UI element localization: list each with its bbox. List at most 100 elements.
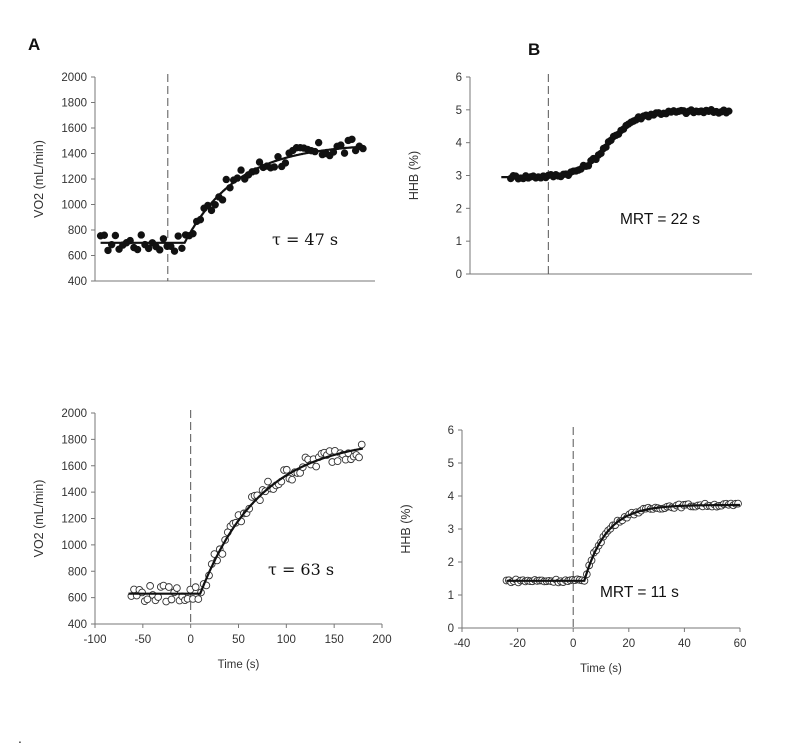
x-tick-label: 0 [187,634,193,646]
data-point [355,453,363,462]
data-point [156,246,164,254]
data-point [144,244,153,253]
y-tick-label: 3 [456,171,462,183]
fit-curve [128,447,364,595]
chart-b-bottom: 0 1 2 3 4 5 6 -40 -20 0 20 40 60 HHB (%) Time (s) MRT =… [399,425,746,675]
fit-curve [506,503,740,582]
data-point [143,595,152,604]
data-point [357,440,366,449]
data-point [104,246,112,255]
panel-label-a: A [28,35,40,54]
data-point [312,462,321,471]
annotation-text: MRT = 22 s [620,211,700,228]
y-tick-label: 2 [456,203,462,215]
data-point [146,582,154,590]
y-tick-label: 2000 [61,408,87,420]
y-tick-label: 2000 [61,72,87,84]
data-point [100,231,108,239]
y-tick-label: 2 [448,557,454,569]
data-point [207,206,216,215]
x-tick-label: -100 [83,634,106,646]
y-tick-label: 1800 [61,98,87,110]
x-axis-title: Time (s) [580,663,622,675]
fit-curve [501,110,727,179]
y-tick-label: 1200 [61,174,87,186]
y-axis-title: VO2 (mL/min) [32,140,46,218]
x-tick-label: 150 [325,634,344,646]
annotation-text: τ = 63 s [268,560,334,579]
y-tick-label: 600 [68,593,87,605]
y-axis-title: VO2 (mL/min) [32,480,46,558]
x-tick-label: -20 [509,638,526,650]
y-tick-label: 0 [456,269,462,281]
panel-label-b: B [528,40,540,59]
y-tick-label: 800 [68,225,87,237]
y-axis-title: HHB (%) [407,151,421,200]
x-tick-label: 200 [372,634,391,646]
annotation-text: MRT = 11 s [600,584,679,601]
y-tick-label: 800 [68,566,87,578]
data-point [137,231,145,239]
data-point [167,595,176,604]
y-tick-label: 1400 [61,487,87,499]
data-point [348,135,356,143]
y-tick-label: 4 [448,491,455,503]
chart-b-top: 0 1 2 3 4 5 6 HHB (%) MRT = 22 s [407,72,752,281]
y-tick-label: 1 [456,236,462,248]
y-tick-label: 1000 [61,540,87,552]
y-axis-title: HHB (%) [399,504,413,553]
data-point [211,201,219,209]
y-tick-label: 5 [456,105,462,117]
y-tick-label: 4 [456,138,463,150]
y-tick-label: 1800 [61,434,87,446]
data-point [178,244,186,253]
y-tick-label: 5 [448,458,454,470]
data-point [165,583,173,591]
y-tick-label: 1000 [61,200,87,212]
data-point [111,231,120,240]
y-tick-label: 3 [448,524,454,536]
data-point [340,149,349,157]
y-tick-label: 400 [68,276,87,288]
data-point [191,583,200,591]
x-tick-label: -40 [454,638,471,650]
data-point [270,163,279,171]
data-point [237,166,245,174]
data-point [174,232,182,240]
data-point [173,584,181,592]
x-tick-label: 0 [570,638,576,650]
data-point [314,138,323,147]
annotation-text: τ = 47 s [272,230,338,249]
footnote: . [18,730,22,746]
data-point [282,465,291,474]
x-axis-title: Time (s) [218,659,260,671]
y-tick-label: 6 [448,425,454,437]
y-tick-label: 1600 [61,123,87,135]
y-tick-label: 1 [448,590,454,602]
data-point [159,235,168,243]
x-tick-label: 20 [622,638,635,650]
data-point [133,245,142,254]
data-point [218,196,227,204]
x-tick-label: 40 [678,638,691,650]
data-point [288,475,296,484]
data-point [194,595,203,603]
x-tick-label: 50 [232,634,245,646]
y-tick-label: 1200 [61,514,87,526]
x-tick-label: 60 [734,638,747,650]
data-point [255,158,264,166]
y-tick-label: 0 [448,623,454,635]
y-tick-label: 600 [68,251,87,263]
y-tick-label: 1400 [61,149,87,161]
chart-a-top: 400 600 800 1000 1200 1400 1600 1800 2000 VO2 (mL… [32,72,375,288]
data-point [170,247,179,255]
data-point [281,159,290,167]
y-tick-label: 400 [68,619,87,631]
y-tick-label: 1600 [61,461,87,473]
data-point [333,457,342,465]
x-tick-label: 100 [277,634,296,646]
data-point [222,175,230,184]
y-tick-label: 6 [456,72,462,84]
data-point [264,477,272,486]
